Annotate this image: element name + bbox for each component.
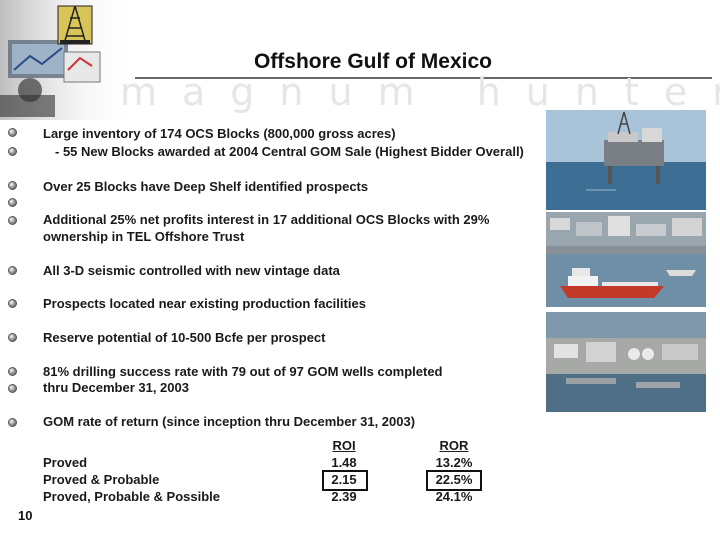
roi-value: 2.39: [331, 489, 357, 504]
harbor-supply-vessel-photo: [546, 212, 706, 307]
bullet-text: Over 25 Blocks have Deep Shelf identifie…: [43, 179, 369, 194]
bullet-text: GOM rate of return (since inception thru…: [43, 414, 416, 429]
bullet-icon: [8, 216, 17, 225]
highlight-box-roi: [322, 470, 368, 491]
bullet-icon: [8, 299, 17, 308]
roi-column-header: ROI: [332, 438, 356, 453]
bullet-icon: [8, 333, 17, 342]
roi-value: 2.15: [331, 472, 357, 487]
bullet-icon: [8, 147, 17, 156]
bullet-text: All 3-D seismic controlled with new vint…: [43, 263, 340, 278]
bullet-text: ownership in TEL Offshore Trust: [43, 229, 245, 244]
bullet-icon: [8, 198, 17, 207]
bullet-icon: [8, 418, 17, 427]
roi-value: 1.48: [331, 455, 357, 470]
bullet-text: thru December 31, 2003: [43, 380, 189, 395]
bullet-icon: [8, 367, 17, 376]
bullet-icon: [8, 266, 17, 275]
bullet-text: - 55 New Blocks awarded at 2004 Central …: [55, 144, 524, 159]
bullet-icon: [8, 181, 17, 190]
row-label: Proved & Probable: [43, 472, 160, 487]
bullet-text: Large inventory of 174 OCS Blocks (800,0…: [43, 126, 396, 141]
derrick-logo-icon: [57, 5, 93, 45]
ror-values: 13.2% 22.5% 24.1%: [432, 454, 476, 505]
page-title: Offshore Gulf of Mexico: [253, 50, 492, 73]
bullet-icon: [8, 128, 17, 137]
ror-value: 22.5%: [435, 472, 473, 487]
shore-facility-photo: [546, 312, 706, 412]
row-labels: Proved Proved & Probable Proved, Probabl…: [43, 454, 220, 505]
ror-column-header: ROR: [439, 438, 469, 453]
bullet-text: Prospects located near existing producti…: [43, 296, 366, 311]
ror-value: 13.2%: [435, 455, 473, 470]
row-label: Proved: [43, 455, 88, 470]
bullet-text: Reserve potential of 10-500 Bcfe per pro…: [43, 330, 326, 345]
header-artwork: [0, 0, 712, 120]
roi-values: 1.48 2.15 2.39: [328, 454, 360, 505]
bullet-text: Additional 25% net profits interest in 1…: [43, 212, 490, 227]
watermark-text: magnum hunter: [120, 70, 720, 114]
highlight-box-ror: [426, 470, 482, 491]
offshore-platform-photo: [546, 110, 706, 210]
bullet-text: 81% drilling success rate with 79 out of…: [43, 364, 443, 379]
page-number: 10: [18, 508, 33, 523]
bullet-icon: [8, 384, 17, 393]
row-label: Proved, Probable & Possible: [43, 489, 220, 504]
ror-value: 24.1%: [435, 489, 473, 504]
